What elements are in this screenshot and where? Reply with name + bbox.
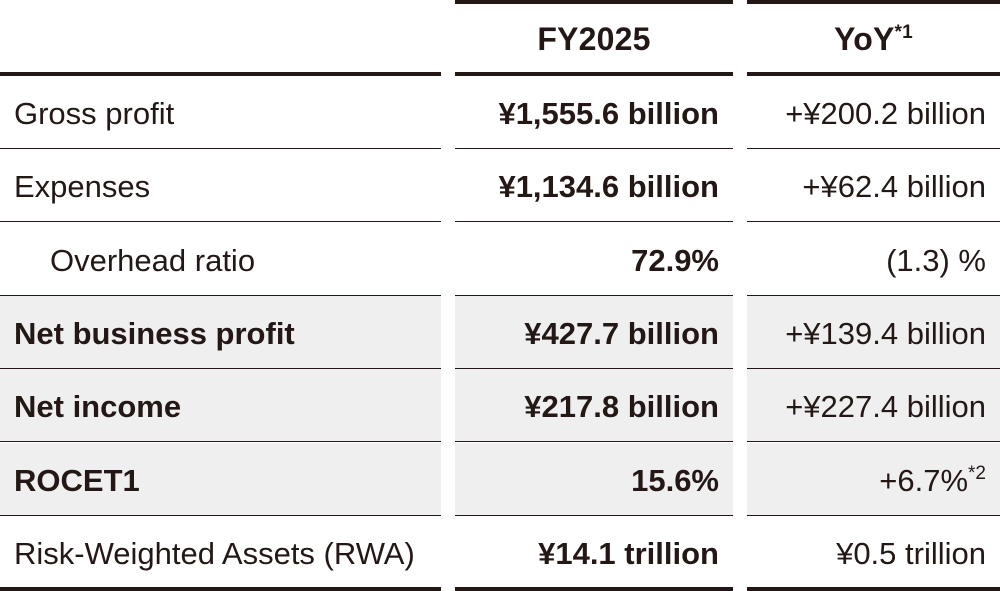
header-bottom-rule-yoy	[747, 72, 1000, 76]
row-divider	[0, 221, 441, 222]
column-header-yoy-footnote: *1	[894, 22, 913, 43]
row-value: 15.6%	[455, 443, 733, 516]
table-row: Gross profit ¥1,555.6 billion +¥200.2 bill…	[0, 76, 1000, 149]
row-yoy: +¥62.4 billion	[747, 149, 1000, 222]
row-divider	[0, 515, 441, 516]
column-header-period: FY2025	[455, 0, 733, 76]
row-yoy-value: +¥227.4 billion	[785, 389, 986, 424]
row-yoy: +¥200.2 billion	[747, 76, 1000, 149]
row-yoy: (1.3) %	[747, 223, 1000, 296]
row-label: Net income	[0, 369, 441, 442]
row-yoy-value: ¥0.5 trillion	[836, 536, 986, 571]
row-divider	[0, 148, 441, 149]
row-divider	[455, 441, 733, 442]
table-row: Overhead ratio 72.9% (1.3) %	[0, 223, 1000, 296]
row-label: Risk-Weighted Assets (RWA)	[14, 536, 415, 571]
row-divider	[747, 295, 1000, 296]
row-yoy: +¥227.4 billion	[747, 369, 1000, 442]
row-value: ¥427.7 billion	[455, 296, 733, 369]
row-yoy-value: +6.7%	[879, 463, 969, 498]
row-divider	[455, 515, 733, 516]
table-bottom-rule	[455, 587, 733, 591]
header-top-rule-period	[455, 0, 733, 4]
row-label: Expenses	[14, 169, 151, 204]
row-divider	[455, 368, 733, 369]
row-divider	[747, 221, 1000, 222]
row-yoy: +¥139.4 billion	[747, 296, 1000, 369]
row-yoy-footnote: *2	[968, 463, 986, 484]
row-yoy-value: +¥62.4 billion	[802, 169, 986, 204]
row-yoy: +6.7%*2	[747, 443, 1000, 516]
header-bottom-rule-label	[0, 72, 441, 76]
row-value: ¥1,555.6 billion	[498, 96, 719, 131]
row-divider	[455, 148, 733, 149]
row-divider	[0, 441, 441, 442]
row-divider	[455, 295, 733, 296]
table-bottom-rule	[747, 587, 1000, 591]
header-top-rule-yoy	[747, 0, 1000, 4]
row-divider	[747, 515, 1000, 516]
row-label: Overhead ratio	[50, 243, 256, 278]
row-yoy-value: +¥139.4 billion	[785, 316, 986, 351]
table-bottom-rule	[0, 587, 441, 591]
table-row: ROCET1 15.6% +6.7%*2	[0, 443, 1000, 516]
row-label: Gross profit	[14, 96, 175, 131]
row-divider	[455, 221, 733, 222]
row-divider	[0, 368, 441, 369]
table-row: Expenses ¥1,134.6 billion +¥62.4 billion	[0, 149, 1000, 222]
table-row: Net business profit ¥427.7 billion +¥139.4…	[0, 296, 1000, 369]
table-row: Net income ¥217.8 billion +¥227.4 billion	[0, 369, 1000, 442]
row-label: ROCET1	[0, 443, 441, 516]
column-header-period-label: FY2025	[537, 21, 651, 57]
row-value: ¥1,134.6 billion	[498, 169, 719, 204]
header-bottom-rule-period	[455, 72, 733, 76]
row-divider	[0, 295, 441, 296]
column-header-yoy: YoY*1	[747, 0, 1000, 76]
table-row: Risk-Weighted Assets (RWA) ¥14.1 trillion…	[0, 516, 1000, 591]
row-yoy: ¥0.5 trillion	[747, 516, 1000, 589]
row-divider	[747, 368, 1000, 369]
row-value: ¥14.1 trillion	[538, 536, 719, 571]
row-divider	[747, 441, 1000, 442]
row-yoy-value: +¥200.2 billion	[785, 96, 986, 131]
column-header-yoy-label: YoY	[834, 21, 895, 57]
row-value: ¥217.8 billion	[455, 369, 733, 442]
row-yoy-value: (1.3) %	[886, 243, 986, 278]
row-value: 72.9%	[631, 243, 719, 278]
row-divider	[747, 148, 1000, 149]
row-label: Net business profit	[0, 296, 441, 369]
